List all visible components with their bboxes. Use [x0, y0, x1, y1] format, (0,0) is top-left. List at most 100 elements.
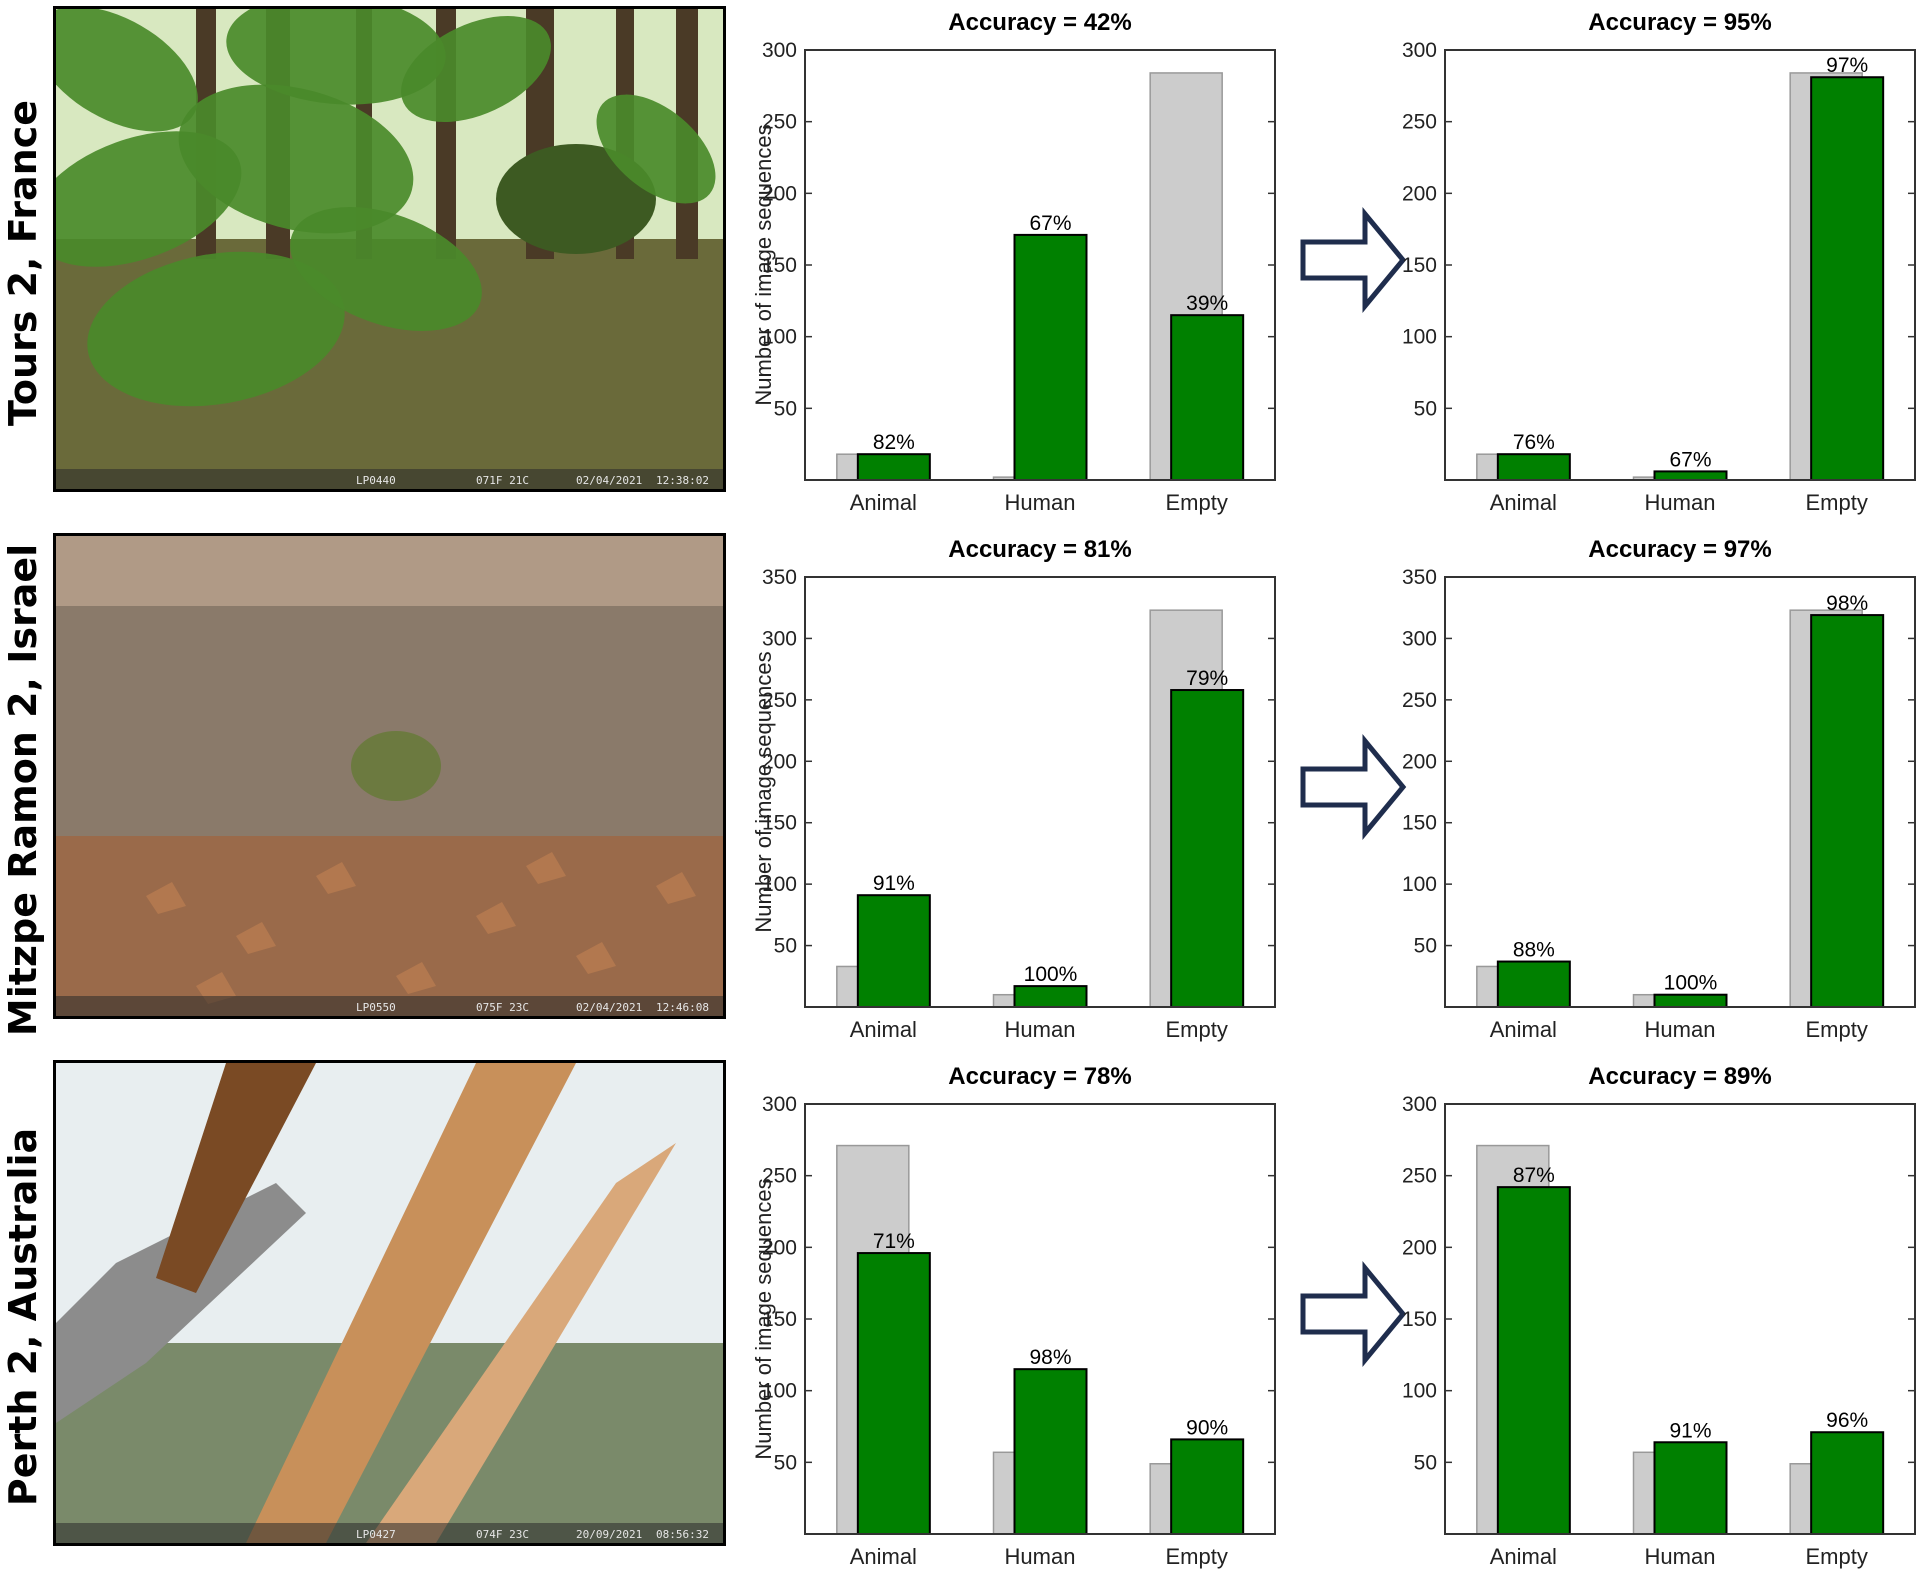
y-tick-label: 100 [762, 326, 797, 349]
bar-label: 100% [1024, 963, 1078, 986]
arrow-icon [1300, 734, 1407, 840]
correct-bar [1810, 1431, 1885, 1536]
bar-label: 67% [1669, 448, 1711, 471]
arrow-icon [1300, 207, 1407, 313]
x-tick-label: Empty [1805, 1544, 1867, 1569]
bar-label: 71% [873, 1230, 915, 1253]
x-tick-label: Animal [850, 1017, 917, 1042]
leaf [290, 207, 482, 331]
y-tick-label: 150 [762, 812, 797, 835]
blurred-leg [366, 1143, 676, 1543]
x-tick-label: Animal [1490, 1017, 1557, 1042]
y-tick-label: 300 [762, 39, 797, 62]
bar-label: 90% [1186, 1416, 1228, 1439]
site-label-svg: Perth 2, Australia [1, 1128, 45, 1506]
site-label-svg: Mitzpe Ramon 2, Israel [1, 544, 45, 1036]
y-tick-label: 200 [762, 182, 797, 205]
photo-stamp-date: 20/09/2021 [576, 1528, 642, 1541]
y-tick-label: 300 [1402, 39, 1437, 62]
y-tick-label: 250 [1402, 1165, 1437, 1188]
y-tick-label: 100 [762, 873, 797, 896]
correct-bar [1810, 76, 1885, 481]
y-tick-label: 50 [774, 1451, 797, 1474]
x-tick-label: Human [1645, 490, 1716, 515]
correct-bar [1810, 614, 1885, 1008]
x-tick-label: Animal [1490, 490, 1557, 515]
camera-trap-photo: LP0550 075F 23C 02/04/2021 12:46:08 [53, 533, 726, 1019]
correct-bar [1170, 1438, 1245, 1535]
photo-image: LP0440 071F 21C 02/04/2021 12:38:02 [56, 9, 723, 489]
bar-label: 91% [1669, 1419, 1711, 1442]
plot-frame [1444, 1103, 1916, 1535]
y-tick-label: 100 [762, 1380, 797, 1403]
camera-trap-photo: LP0427 074F 23C 20/09/2021 08:56:32 [53, 1060, 726, 1546]
blurred-leg [156, 1063, 316, 1293]
y-tick-label: 50 [1414, 935, 1437, 958]
y-axis-label: Number of image sequences [751, 651, 776, 932]
photo-stamp-camera: LP0427 [356, 1528, 396, 1541]
y-tick-label: 150 [1402, 254, 1437, 277]
plot-frame [804, 1103, 1276, 1535]
bar-label: 91% [873, 872, 915, 895]
correct-bar [1496, 453, 1571, 482]
y-tick-label: 150 [762, 254, 797, 277]
chart-title: Accuracy = 81% [948, 536, 1131, 563]
bar-chart: Accuracy = 81% Number of image sequences 5… [751, 536, 1276, 1042]
bar-label: 98% [1029, 1346, 1071, 1369]
correct-bar [1013, 1368, 1088, 1535]
bar-label: 39% [1186, 292, 1228, 315]
photo-stamp-bar [56, 996, 723, 1016]
y-tick-label: 50 [1414, 397, 1437, 420]
bar-label: 96% [1826, 1409, 1868, 1432]
rock [526, 852, 566, 884]
x-tick-label: Empty [1805, 490, 1867, 515]
x-tick-label: Human [1005, 1544, 1076, 1569]
photo-stamp-time: 12:46:08 [656, 1001, 709, 1014]
y-tick-label: 350 [1402, 566, 1437, 589]
bar-label: 76% [1513, 431, 1555, 454]
bar-label: 98% [1826, 592, 1868, 615]
camera-trap-photo: LP0440 071F 21C 02/04/2021 12:38:02 [53, 6, 726, 492]
y-tick-label: 150 [762, 1308, 797, 1331]
y-tick-label: 250 [1402, 111, 1437, 134]
bar-chart: Accuracy = 95% 50 100 150 200 250 300 76% Animal… [1402, 9, 1916, 515]
bar-label: 88% [1513, 939, 1555, 962]
photo-far-slope [56, 536, 723, 606]
x-tick-label: Empty [1165, 1017, 1227, 1042]
bar-label: 67% [1029, 212, 1071, 235]
y-tick-label: 300 [1402, 1093, 1437, 1116]
y-tick-label: 250 [1402, 689, 1437, 712]
correct-bar [856, 453, 931, 482]
x-tick-label: Empty [1165, 1544, 1227, 1569]
x-tick-label: Human [1005, 490, 1076, 515]
y-tick-label: 250 [762, 1165, 797, 1188]
y-tick-label: 300 [1402, 627, 1437, 650]
y-tick-label: 50 [774, 935, 797, 958]
x-tick-label: Animal [1490, 1544, 1557, 1569]
photo-stamp-time: 08:56:32 [656, 1528, 709, 1541]
figure-row: Perth 2, Australia LP0427 074F 23C 20/09/20… [0, 1054, 1920, 1581]
site-name: Mitzpe Ramon 2, Israel [1, 544, 45, 1036]
y-tick-label: 250 [762, 689, 797, 712]
bar-label: 97% [1826, 54, 1868, 77]
y-tick-label: 100 [1402, 326, 1437, 349]
bar-label: 100% [1664, 972, 1718, 995]
leaf [87, 251, 345, 407]
y-tick-label: 200 [762, 750, 797, 773]
photo-stamp-temp: 074F 23C [476, 1528, 529, 1541]
bar-label: 82% [873, 431, 915, 454]
rock [146, 882, 186, 914]
y-tick-label: 350 [762, 566, 797, 589]
site-label: Tours 2, France [0, 0, 50, 527]
leaf [178, 84, 414, 234]
y-axis-label: Number of image sequences [751, 124, 776, 405]
figure-row: Tours 2, France LP0440 071F 21C 02/04/2021 1… [0, 0, 1920, 527]
arrow-shape [1300, 734, 1407, 840]
correct-bar [1653, 470, 1728, 481]
rock [656, 872, 696, 904]
x-tick-label: Human [1645, 1544, 1716, 1569]
y-axis-label: Number of image sequences [751, 1178, 776, 1459]
site-label: Perth 2, Australia [0, 1054, 50, 1581]
x-tick-label: Empty [1165, 490, 1227, 515]
leaf [56, 9, 198, 132]
